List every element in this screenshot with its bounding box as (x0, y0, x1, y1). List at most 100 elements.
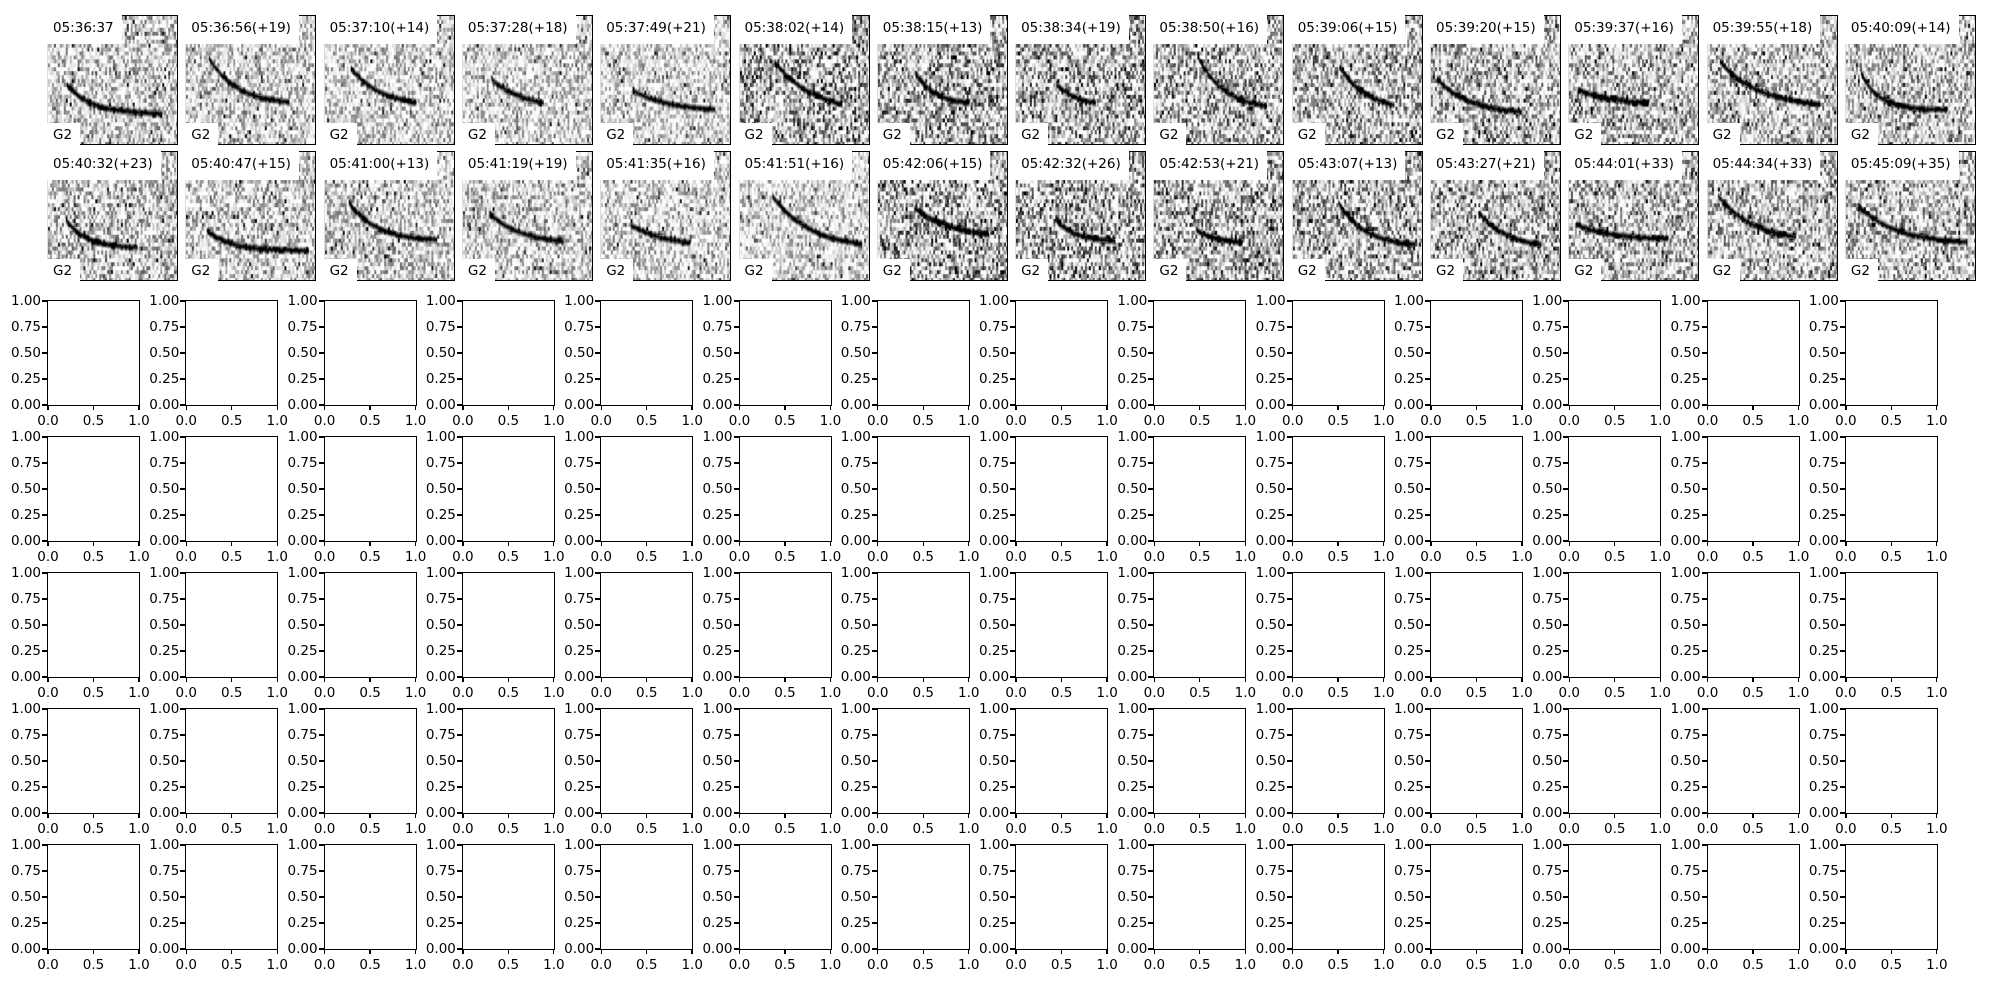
x-tick (231, 677, 233, 682)
y-tick (1010, 624, 1016, 626)
y-tick-label: 0.50 (1808, 481, 1839, 497)
y-tick (1563, 760, 1569, 762)
y-tick (733, 326, 739, 328)
x-tick (738, 405, 741, 410)
y-tick-label: 1.00 (564, 429, 595, 445)
spectrogram-panel: 05:38:02(+14) G2 (738, 15, 870, 145)
x-tick (1015, 405, 1017, 410)
y-tick-label: 0.25 (564, 507, 595, 523)
y-tick (180, 624, 186, 626)
y-tick-label: 1.00 (1670, 837, 1701, 853)
y-tick-label: 0.50 (1532, 753, 1563, 769)
x-tick-label: 0.0 (1558, 685, 1581, 701)
y-tick (733, 436, 739, 438)
y-tick-label: 0.00 (1255, 669, 1286, 685)
x-tick (600, 677, 602, 682)
x-tick (1797, 813, 1800, 818)
x-tick (1106, 677, 1108, 682)
panel-group-label: G2 (876, 123, 910, 145)
y-tick-label: 0.25 (1808, 915, 1839, 931)
y-tick-label: 0.75 (287, 319, 318, 335)
y-tick-label: 0.75 (1670, 319, 1701, 335)
y-tick (180, 326, 186, 328)
y-tick-label: 0.25 (1393, 371, 1424, 387)
y-tick (1701, 948, 1707, 950)
y-tick-label: 1.00 (1532, 837, 1563, 853)
x-tick (1752, 405, 1754, 410)
x-tick-label: 0.5 (497, 549, 520, 565)
y-tick (595, 326, 601, 328)
x-tick (1614, 677, 1616, 682)
empty-axes: 0.00 0.25 0.50 0.75 1.00 0.0 0.5 1.0 (841, 838, 980, 972)
x-tick-label: 0.0 (867, 957, 889, 973)
panel-time-label: 05:45:09(+35) (1844, 151, 1959, 180)
y-tick (1425, 786, 1430, 788)
empty-axes: 0.00 0.25 0.50 0.75 1.00 0.0 0.5 1.0 (1256, 566, 1395, 700)
y-tick (1148, 624, 1154, 626)
empty-axes: 0.00 0.25 0.50 0.75 1.00 0.0 0.5 1.0 (1117, 294, 1256, 428)
y-tick-label: 0.50 (287, 481, 318, 497)
empty-axes: 0.00 0.25 0.50 0.75 1.00 0.0 0.5 1.0 (1117, 838, 1256, 972)
x-tick-label: 0.5 (1189, 549, 1211, 565)
y-tick-label: 0.00 (564, 669, 595, 685)
panel-time-label: 05:40:47(+15) (185, 151, 299, 180)
y-tick-label: 0.75 (1670, 863, 1701, 879)
y-tick-label: 1.00 (979, 429, 1010, 445)
x-tick-label: 0.0 (37, 549, 59, 565)
x-tick (138, 813, 140, 818)
y-tick (456, 844, 462, 846)
y-tick-label: 0.25 (564, 779, 595, 795)
y-tick (180, 540, 186, 542)
y-tick-label: 0.25 (425, 643, 456, 659)
y-tick-label: 0.00 (1670, 397, 1701, 413)
x-tick (738, 541, 741, 546)
panel-group-label: G2 (1568, 259, 1602, 281)
y-tick-label: 0.50 (1255, 617, 1286, 633)
y-tick-label: 0.50 (1117, 889, 1148, 905)
spectrogram-panel: 05:36:56(+19) G2 (185, 15, 317, 145)
x-tick-label: 0.0 (728, 549, 751, 565)
empty-axes: 0.00 0.25 0.50 0.75 1.00 0.0 0.5 1.0 (1671, 838, 1810, 972)
x-tick-label: 0.0 (590, 413, 612, 429)
panel-time-label: 05:39:55(+18) (1706, 15, 1821, 44)
y-tick-label: 0.75 (1393, 455, 1424, 471)
y-tick-label: 0.75 (564, 727, 595, 743)
x-tick-label: 1.0 (958, 821, 980, 837)
x-tick (92, 541, 95, 546)
y-tick (871, 378, 877, 380)
x-tick (968, 405, 970, 410)
x-tick (829, 677, 832, 682)
y-tick-label: 0.50 (1393, 345, 1424, 361)
x-tick-label: 0.0 (1420, 821, 1442, 837)
y-tick (1010, 598, 1016, 600)
x-tick (1337, 677, 1339, 682)
x-tick-label: 1.0 (1234, 957, 1257, 973)
x-tick-label: 0.0 (728, 685, 751, 701)
y-tick-label: 0.50 (702, 753, 733, 769)
x-tick (507, 541, 509, 546)
y-tick-label: 0.00 (1117, 669, 1148, 685)
y-tick (1148, 734, 1154, 736)
x-tick (1797, 677, 1800, 682)
x-tick (1199, 405, 1201, 410)
x-tick-label: 0.5 (1604, 413, 1626, 429)
y-tick-label: 1.00 (1670, 429, 1701, 445)
y-tick (1701, 572, 1707, 574)
y-tick (318, 572, 324, 574)
x-tick (1614, 949, 1616, 954)
x-tick-label: 1.0 (128, 413, 150, 429)
y-tick-label: 0.00 (425, 669, 456, 685)
y-tick-label: 1.00 (979, 293, 1010, 309)
y-tick (456, 812, 462, 814)
empty-axes: 0.00 0.25 0.50 0.75 1.00 0.0 0.5 1.0 (564, 838, 703, 972)
y-tick (1839, 844, 1845, 846)
y-tick (1425, 326, 1430, 328)
y-tick (42, 436, 47, 438)
empty-axes: 0.00 0.25 0.50 0.75 1.00 0.0 0.5 1.0 (426, 566, 565, 700)
panel-time-label: 05:38:15(+13) (876, 15, 991, 44)
x-tick-label: 1.0 (1511, 957, 1533, 973)
x-tick-label: 0.5 (221, 821, 243, 837)
y-tick-label: 0.00 (425, 397, 456, 413)
x-tick (1337, 949, 1339, 954)
x-tick (276, 677, 278, 682)
